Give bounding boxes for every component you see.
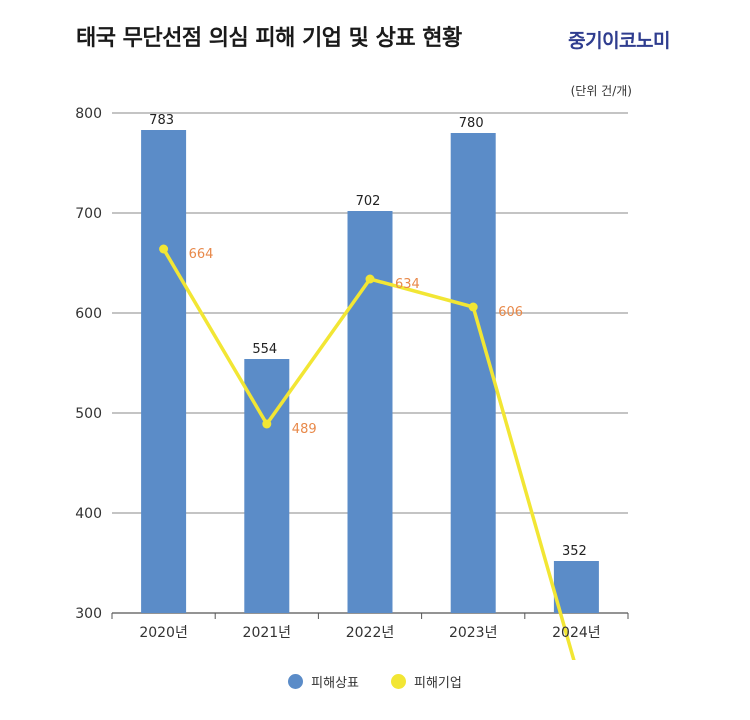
bar-value-label: 702 bbox=[356, 194, 381, 209]
bar-value-label: 780 bbox=[459, 116, 484, 131]
chart-svg: 800 700 600 500 400 300 783 554 702 780 352 664 489 6… bbox=[75, 106, 629, 660]
y-tick-label: 400 bbox=[75, 506, 102, 522]
x-tick-label: 2024년 bbox=[552, 625, 601, 641]
y-tick-label: 800 bbox=[75, 106, 102, 122]
legend-item-trademark: 피해상표 bbox=[288, 672, 359, 691]
x-tick-label: 2022년 bbox=[346, 625, 395, 641]
y-tick-label: 500 bbox=[75, 406, 102, 422]
bar bbox=[347, 211, 393, 613]
bar-value-label: 352 bbox=[562, 544, 587, 559]
line-value-label: 634 bbox=[395, 277, 420, 292]
legend-swatch-company bbox=[391, 674, 406, 689]
bar-value-label: 554 bbox=[252, 342, 277, 357]
bar-value-label: 783 bbox=[149, 113, 174, 128]
x-tick-label: 2020년 bbox=[139, 625, 188, 641]
chart-title: 태국 무단선점 의심 피해 기업 및 상표 현황 bbox=[76, 26, 462, 51]
line-point bbox=[468, 302, 478, 312]
line-value-label: 606 bbox=[498, 305, 523, 320]
unit-label: (단위 건/개) bbox=[570, 84, 632, 98]
legend: 피해상표 피해기업 bbox=[0, 672, 750, 691]
bar bbox=[141, 130, 187, 613]
legend-item-company: 피해기업 bbox=[391, 672, 462, 691]
bar bbox=[450, 133, 496, 613]
line-point bbox=[365, 274, 375, 284]
y-tick-label: 600 bbox=[75, 306, 102, 322]
line-value-label: 664 bbox=[189, 247, 214, 262]
x-tick-label: 2021년 bbox=[243, 625, 292, 641]
legend-label-company: 피해기업 bbox=[414, 676, 462, 691]
y-tick-label: 300 bbox=[75, 606, 102, 622]
line-point bbox=[159, 244, 169, 254]
legend-label-trademark: 피해상표 bbox=[311, 676, 359, 691]
y-tick-label: 700 bbox=[75, 206, 102, 222]
brand-logo: 중기이코노미 bbox=[568, 30, 670, 52]
line-value-label: 489 bbox=[292, 422, 317, 437]
line-point bbox=[262, 419, 272, 429]
bar bbox=[553, 561, 599, 613]
legend-swatch-trademark bbox=[288, 674, 304, 689]
x-tick-label: 2023년 bbox=[449, 625, 498, 641]
